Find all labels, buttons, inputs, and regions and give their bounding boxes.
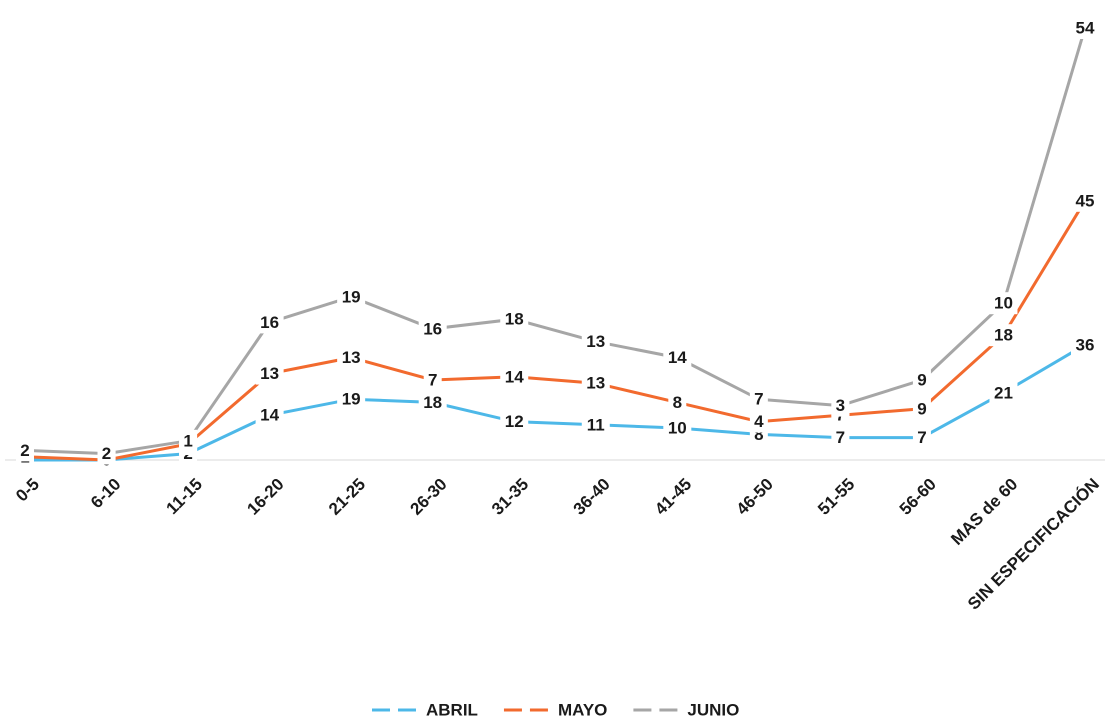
x-tick-label: 6-10 [87, 475, 124, 512]
label-bg [581, 413, 610, 436]
label-bg [16, 439, 34, 462]
data-label: 3 [836, 396, 845, 415]
label-bg [581, 372, 610, 395]
x-tick-label: 26-30 [407, 475, 451, 519]
x-tick-label: 21-25 [325, 475, 369, 519]
data-label: 14 [260, 406, 279, 425]
data-label: 8 [754, 425, 763, 444]
data-label: 1 [183, 431, 192, 450]
x-tick-label: 51-55 [814, 475, 858, 519]
x-tick-label: 16-20 [243, 475, 287, 519]
x-tick-label: 56-60 [896, 475, 940, 519]
x-tick-label: 41-45 [651, 475, 695, 519]
data-label: 45 [1076, 191, 1095, 210]
label-bg [989, 381, 1018, 404]
label-bg [1071, 17, 1099, 39]
legend: ABRIL MAYO JUNIO [372, 700, 739, 719]
label-bg [255, 404, 284, 427]
label-bg [668, 391, 687, 414]
data-label: 14 [505, 367, 524, 386]
data-label: 19 [342, 287, 361, 306]
label-bg [831, 426, 850, 449]
label-bg [423, 369, 442, 391]
data-label: 9 [917, 399, 926, 418]
data-label: 18 [505, 310, 524, 329]
data-label: 13 [586, 374, 605, 393]
data-label: 2 [20, 441, 29, 460]
line [24, 200, 1087, 462]
label-bg [337, 346, 366, 369]
label-bg [255, 311, 284, 334]
label-bg [663, 417, 692, 439]
line [24, 27, 1087, 456]
label-bg [749, 410, 768, 433]
label-bg [749, 388, 768, 411]
label-bg [1071, 333, 1099, 356]
x-tick-label: 36-40 [570, 475, 614, 519]
data-label: 9 [917, 370, 926, 389]
data-label: 13 [586, 332, 605, 351]
legend-label: JUNIO [687, 700, 739, 719]
label-bg [831, 394, 850, 417]
data-label: 7 [428, 370, 437, 389]
label-bg [989, 324, 1018, 347]
label-bg [1071, 189, 1099, 212]
label-bg [500, 410, 529, 433]
label-bg [418, 391, 447, 414]
legend-label: MAYO [558, 700, 607, 719]
label-bg [912, 426, 931, 449]
line [25, 343, 1086, 462]
data-label: 4 [754, 412, 764, 431]
data-label: 8 [673, 393, 682, 412]
data-label: 16 [260, 313, 279, 332]
data-label: 13 [342, 348, 361, 367]
data-label: 54 [1076, 18, 1095, 37]
data-label: 11 [587, 415, 605, 434]
data-label: 12 [505, 412, 524, 431]
label-bg [179, 429, 198, 452]
label-bg [989, 292, 1018, 315]
label-bg [581, 330, 610, 353]
data-label: 10 [994, 294, 1013, 313]
x-tick-label: 46-50 [733, 475, 777, 519]
label-bg [663, 346, 692, 369]
data-label: 2 [102, 444, 111, 463]
legend-label: ABRIL [426, 700, 478, 719]
label-bg [418, 317, 447, 340]
data-label: 13 [260, 364, 279, 383]
data-label: 10 [668, 418, 687, 437]
data-label: 19 [342, 390, 361, 409]
data-label: 36 [1076, 335, 1095, 354]
label-bg [912, 397, 931, 420]
label-bg [500, 308, 529, 331]
data-label: 18 [423, 393, 442, 412]
label-bg [97, 442, 116, 465]
label-bg [337, 285, 366, 308]
x-tick-label: 31-35 [488, 475, 532, 519]
x-tick-label: SIN ESPECIFICACIÓN [964, 475, 1103, 614]
label-bg [255, 362, 284, 385]
label-bg [500, 365, 529, 388]
data-label: 16 [423, 319, 442, 338]
x-tick-label: 11-15 [163, 475, 207, 519]
label-bg [912, 369, 931, 391]
data-label: 14 [668, 348, 687, 367]
data-label: 7 [836, 428, 845, 447]
data-label: 21 [994, 383, 1013, 402]
x-tick-label: MAS de 60 [947, 475, 1021, 549]
data-label: 7 [754, 390, 763, 409]
data-label: 7 [917, 428, 926, 447]
data-label: 18 [994, 326, 1013, 345]
label-bg [337, 388, 366, 411]
x-tick-label: 0-5 [12, 475, 43, 506]
